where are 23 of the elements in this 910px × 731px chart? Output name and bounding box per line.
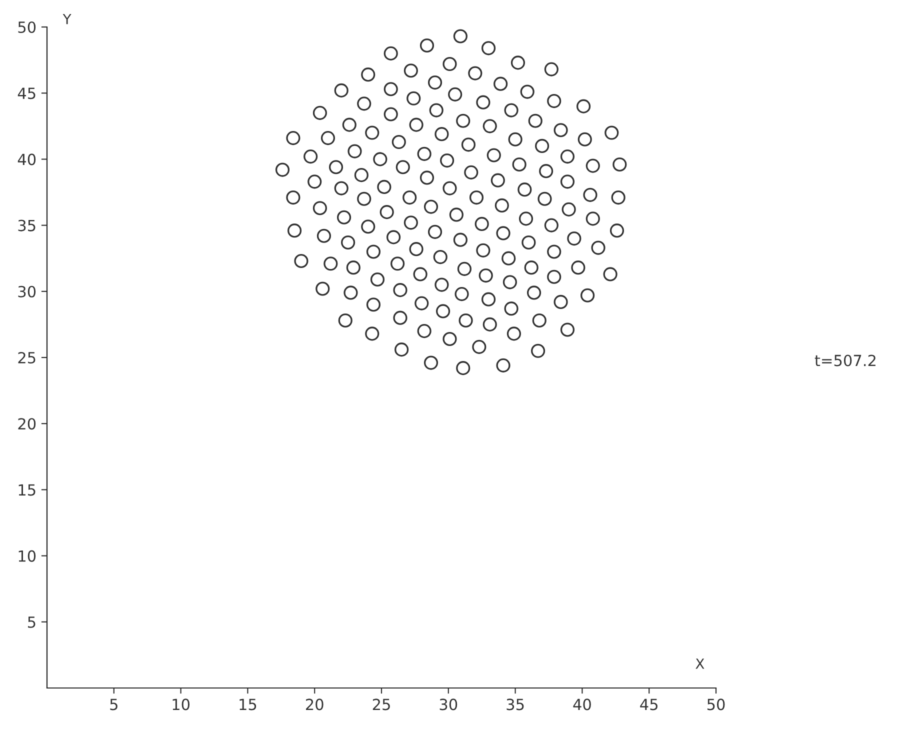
x-tick-label: 10 <box>172 698 190 710</box>
x-tick-label: 20 <box>306 698 324 710</box>
x-tick-label: 35 <box>506 698 524 710</box>
y-tick-label: 40 <box>18 154 36 166</box>
y-tick-label: 5 <box>28 616 36 628</box>
y-tick-label: 45 <box>18 88 36 100</box>
x-tick-label: 40 <box>573 698 591 710</box>
x-tick-label: 45 <box>640 698 658 710</box>
x-tick-label: 5 <box>110 698 118 710</box>
x-tick-label: 50 <box>707 698 725 710</box>
y-tick-label: 50 <box>18 21 36 34</box>
y-axis-title: Y <box>62 14 72 24</box>
y-tick-label: 10 <box>18 550 36 562</box>
y-tick-label: 30 <box>18 286 36 298</box>
x-tick-label: 25 <box>372 698 390 710</box>
x-axis-title: X <box>696 658 704 669</box>
x-tick-label: 15 <box>240 698 256 710</box>
y-tick-label: 35 <box>18 220 36 232</box>
y-tick-label: 25 <box>18 352 36 364</box>
y-tick-label: 20 <box>18 418 36 430</box>
text: t=507.2 <box>814 354 876 366</box>
y-tick-label: 15 <box>18 484 36 496</box>
x-tick-label: 30 <box>440 698 458 710</box>
